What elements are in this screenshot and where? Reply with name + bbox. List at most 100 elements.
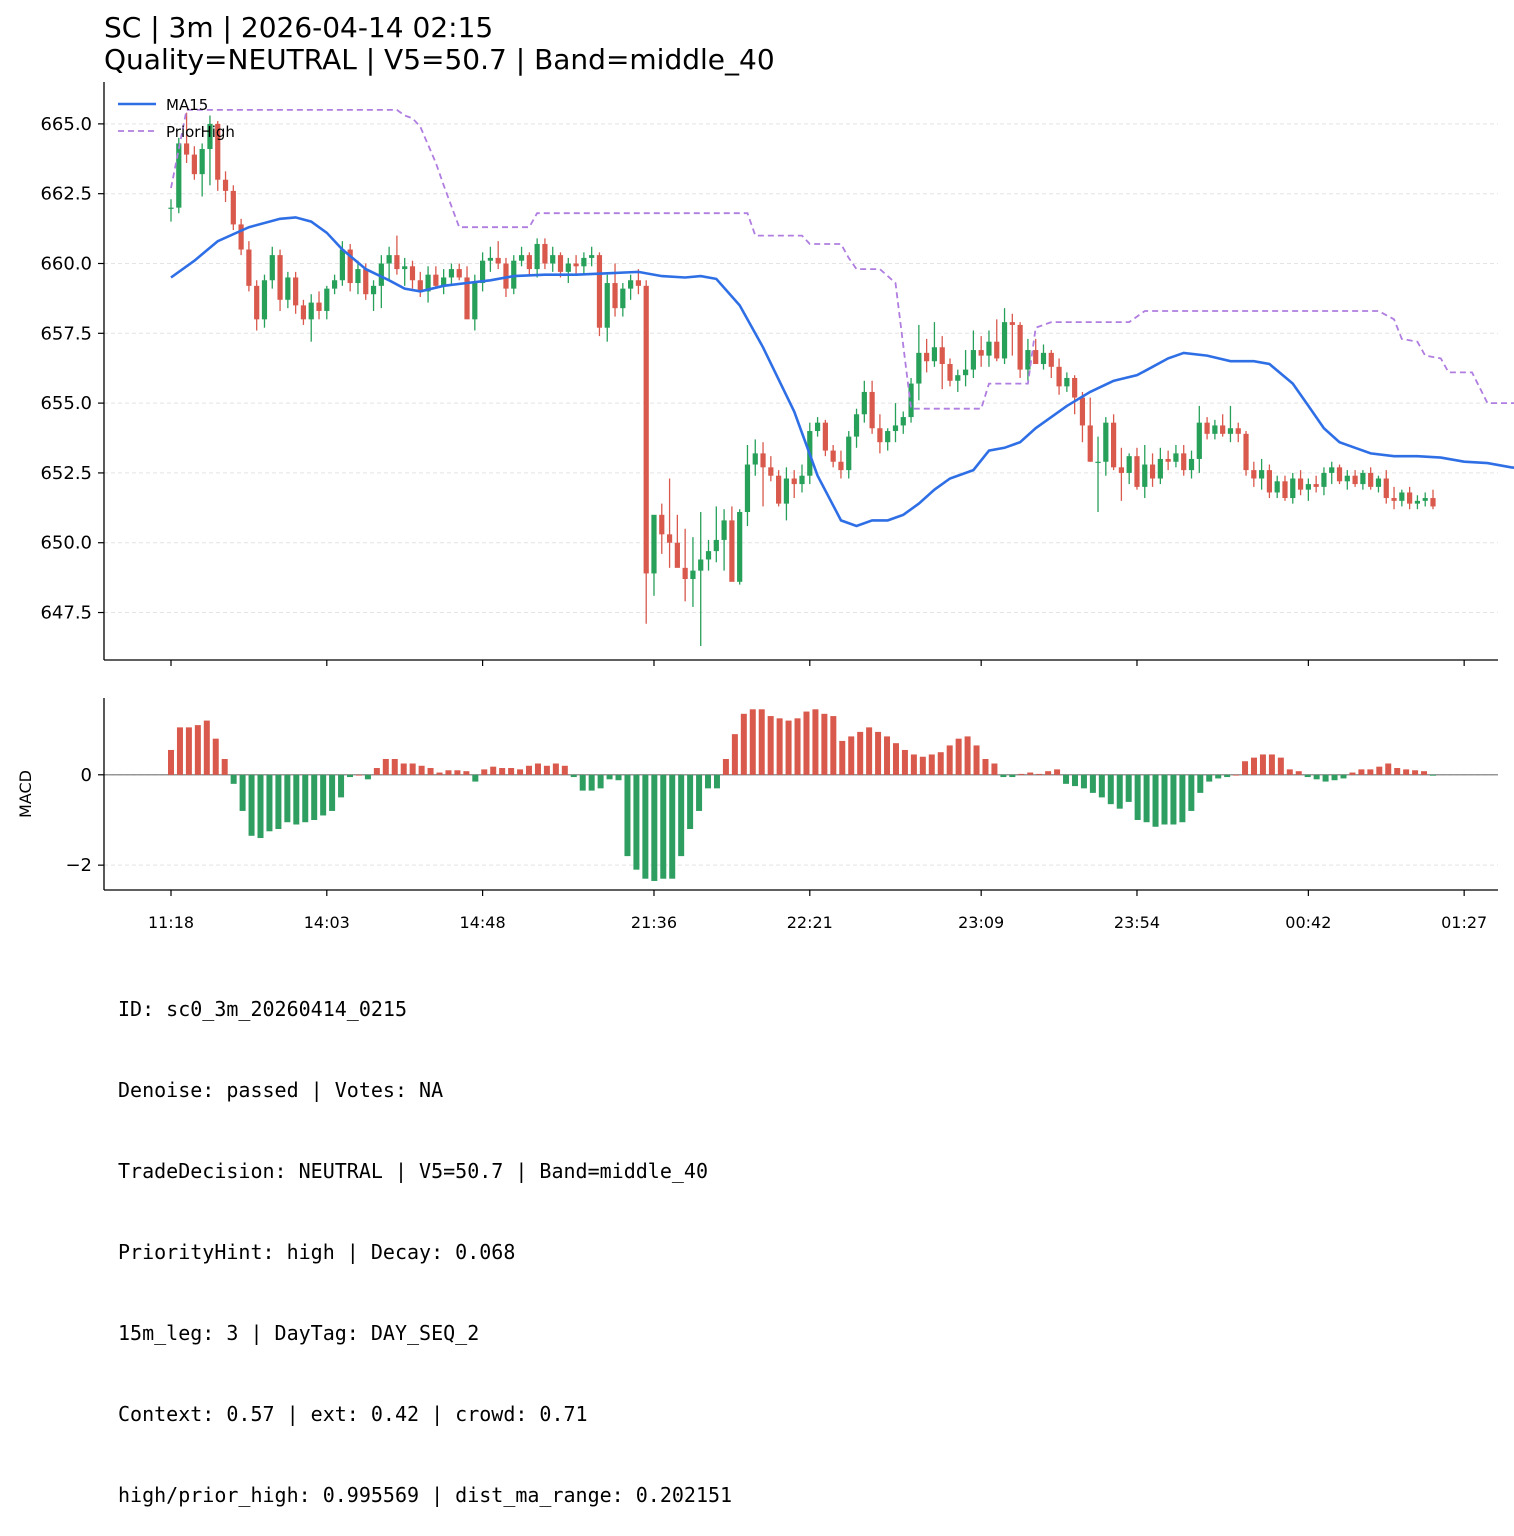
macd-bar [892,743,899,775]
candle-body [721,520,727,540]
candle-body [885,431,891,443]
candle [448,263,455,286]
candle-body [261,280,268,320]
macd-bar [651,774,658,881]
macd-bar [1071,774,1078,787]
candle-body [1313,484,1319,487]
candle [1274,475,1280,499]
candle-body [1274,481,1280,493]
candle-body [1266,470,1273,493]
macd-bar [1286,769,1293,775]
candle [215,121,221,191]
candle-body [1142,464,1148,487]
macd-bar [740,713,747,775]
candle-body [690,570,696,580]
candle-body [1251,470,1257,479]
candle-body [737,512,743,582]
candle [931,322,938,367]
candle [651,514,657,596]
candle-body [316,302,322,311]
macd-bar [194,725,201,775]
candle [456,263,462,281]
candle-body [1360,472,1366,485]
candle-body [168,207,174,209]
candle [1111,414,1117,471]
candle [596,252,603,337]
candle-body [589,255,595,258]
price-tick-label: 655.0 [40,393,92,414]
candle-body [783,478,790,504]
candle [230,185,236,230]
candle [900,411,906,434]
price-tick-label: 647.5 [40,603,92,624]
candle-body [713,539,719,552]
macd-bar [785,720,792,775]
candle [1165,450,1171,471]
macd-bar [642,774,649,879]
candle [1243,431,1249,476]
candle [1259,458,1265,490]
macd-bar [445,770,452,775]
candle [589,246,595,267]
candle-body [222,179,229,191]
candle [254,280,260,331]
info-line-leg: 15m_leg: 3 | DayTag: DAY_SEQ_2 [118,1321,480,1345]
candle-body [1072,377,1078,398]
candle-body [1149,464,1156,479]
candle-body [308,302,314,320]
candle-body [277,255,283,300]
candle-body [1235,428,1241,434]
candle-body [1321,472,1327,487]
macd-bar [329,774,336,811]
macd-bar [696,774,703,811]
price-tick-label: 657.5 [40,323,92,344]
candle [1025,338,1031,381]
macd-bar [1054,769,1061,775]
candle-body [994,341,1000,359]
candle-body [557,255,564,272]
candle-body [199,149,205,175]
candle-body [402,266,408,270]
candle [581,252,587,275]
candle-body [448,269,455,278]
candle-body [417,280,423,292]
candle [1305,478,1311,501]
candle-body [534,243,540,270]
candle-body [1290,478,1296,499]
candle [1079,391,1086,443]
candle [1422,492,1428,507]
macd-bar [982,758,989,775]
candle [557,252,564,278]
time-tick-label: 23:09 [958,913,1004,932]
macd-bar [526,765,533,775]
macd-histogram [168,709,1436,881]
macd-bar [1376,766,1383,775]
candle-body [1033,350,1039,365]
legend-prior-high-label: PriorHigh [166,123,235,141]
candle-body [1399,492,1405,501]
candle-body [674,542,680,568]
candle [1103,417,1109,476]
candle-body [1329,467,1335,473]
candle-body [409,266,416,281]
macd-bar [812,709,819,775]
candle [261,274,268,328]
candle [814,417,821,437]
candle-body [1017,324,1023,370]
time-tick-label: 22:21 [787,913,833,932]
candle [612,263,618,317]
macd-bar [1161,774,1168,825]
candle [1430,489,1436,510]
macd-bar [454,770,461,775]
chart-subtitle: Quality=NEUTRAL | V5=50.7 | Band=middle_… [104,43,775,76]
macd-bar [239,774,246,811]
macd-bar [821,713,828,775]
candle-body [604,283,610,328]
candle-body [970,350,976,370]
candle [207,115,213,186]
macd-bar [946,745,953,775]
chart-title: SC | 3m | 2026-04-14 02:15 [104,11,494,44]
candle [1220,414,1226,437]
macd-bar [964,736,971,775]
candle [1282,475,1288,501]
